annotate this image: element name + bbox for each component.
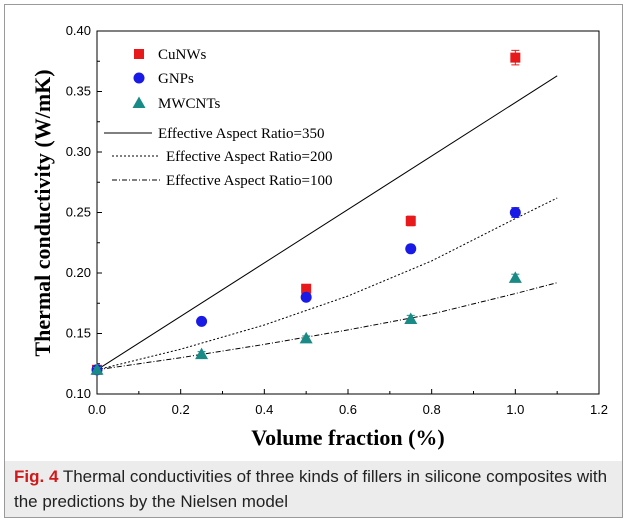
data-point-gnps	[196, 315, 208, 327]
figure-frame	[4, 4, 623, 518]
data-point-gnps	[509, 207, 521, 218]
x-tick-label: 1.0	[506, 402, 524, 417]
y-tick-label: 0.25	[66, 205, 91, 220]
data-point-mwcnts	[404, 312, 418, 324]
legend-label: Effective Aspect Ratio=100	[166, 173, 332, 189]
legend-label: GNPs	[158, 71, 194, 87]
x-tick-label: 1.2	[590, 402, 608, 417]
y-tick-label: 0.10	[66, 386, 91, 401]
figure-label: Fig. 4	[14, 467, 59, 486]
data-point-mwcnts	[195, 347, 209, 360]
fit-lines	[96, 75, 558, 371]
caption-background	[5, 461, 622, 517]
y-tick-label: 0.30	[66, 144, 91, 159]
x-tick-label: 0.4	[255, 402, 273, 417]
x-tick-label: 0.2	[172, 402, 190, 417]
data-point-mwcnts	[508, 271, 522, 283]
legend-label: Effective Aspect Ratio=200	[166, 149, 332, 165]
data-point-gnps	[300, 291, 312, 303]
y-tick-label: 0.20	[66, 265, 91, 280]
y-tick-label: 0.15	[66, 326, 91, 341]
data-point-gnps	[405, 243, 417, 255]
legend-label: CuNWs	[158, 47, 206, 63]
legend-symbol	[132, 96, 146, 108]
fit-line	[96, 282, 558, 371]
data-point-cunws	[301, 283, 312, 294]
y-tick-label: 0.40	[66, 23, 91, 38]
data-point-cunws	[510, 52, 521, 63]
fit-line	[96, 197, 558, 371]
legend-label: Effective Aspect Ratio=350	[158, 126, 324, 142]
data-markers	[90, 49, 522, 376]
legend: CuNWs GNPs MWCNTs Effective Aspect Ratio=35…	[104, 47, 332, 189]
y-axis-label: Thermal conductivity (W/mK)	[30, 69, 55, 356]
x-tick-label: 0.6	[339, 402, 357, 417]
axes-ticks: 0.0 0.2 0.4 0.6 0.8 1.0 1.2 0.10 0.15 0.20 0.25 0.3…	[66, 23, 608, 417]
data-point-mwcnts	[299, 331, 313, 344]
legend-label: MWCNTs	[158, 96, 220, 112]
caption-text: Thermal conductivities of three kinds of…	[14, 467, 608, 511]
x-tick-label: 0.0	[88, 402, 106, 417]
x-tick-label: 0.8	[423, 402, 441, 417]
legend-symbol	[133, 72, 145, 84]
figure-caption: Fig. 4 Thermal conductivities of three k…	[14, 464, 614, 514]
fit-line	[96, 75, 558, 371]
y-tick-label: 0.35	[66, 84, 91, 99]
data-point-mwcnts	[90, 363, 104, 375]
legend-symbol	[134, 49, 144, 59]
x-axis-label: Volume fraction (%)	[251, 425, 445, 450]
data-point-cunws	[405, 215, 416, 226]
